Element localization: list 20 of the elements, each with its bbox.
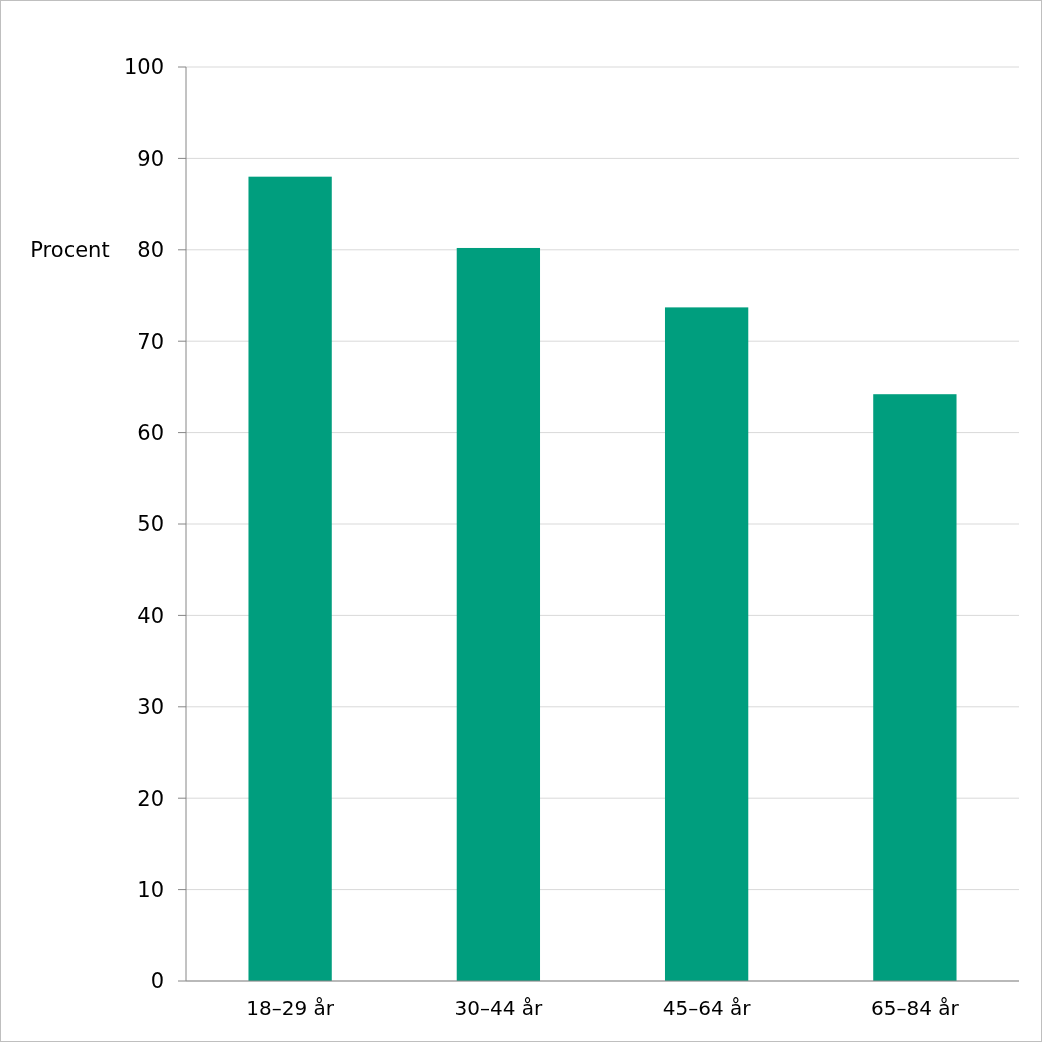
x-tick-label: 30–44 år xyxy=(454,996,544,1020)
x-tick-label: 18–29 år xyxy=(246,996,335,1020)
bar xyxy=(664,307,749,981)
y-tick-label: 10 xyxy=(137,877,164,902)
bar xyxy=(456,247,541,981)
x-tick-label: 65–84 år xyxy=(871,996,960,1020)
y-tick-label: 30 xyxy=(137,695,164,720)
y-tick-label: 80 xyxy=(137,238,164,263)
bar xyxy=(873,394,957,981)
y-tick-label: 70 xyxy=(137,329,164,354)
x-tick-label: 45–64 år xyxy=(662,996,752,1020)
y-tick-label: 60 xyxy=(137,420,164,445)
y-axis-title: Procent xyxy=(30,238,110,263)
y-tick-label: 100 xyxy=(123,55,164,80)
y-tick-label: 20 xyxy=(137,786,164,811)
bar xyxy=(248,176,332,981)
y-tick-label: 90 xyxy=(137,146,164,171)
y-tick-label: 40 xyxy=(137,603,164,628)
y-tick-label: 0 xyxy=(150,969,164,994)
y-tick-label: 50 xyxy=(137,512,164,537)
